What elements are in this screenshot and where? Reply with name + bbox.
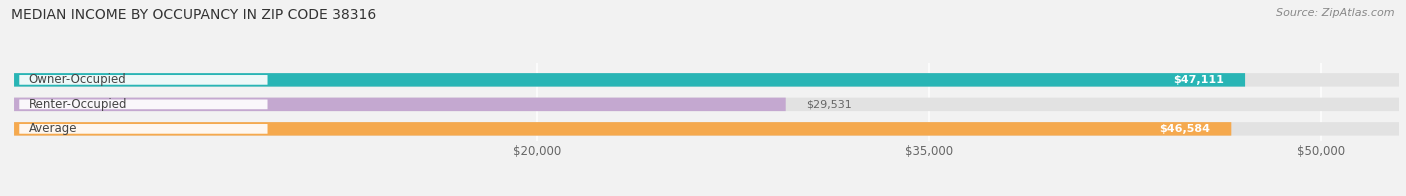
Text: $46,584: $46,584 xyxy=(1160,124,1211,134)
Text: MEDIAN INCOME BY OCCUPANCY IN ZIP CODE 38316: MEDIAN INCOME BY OCCUPANCY IN ZIP CODE 3… xyxy=(11,8,377,22)
Text: Owner-Occupied: Owner-Occupied xyxy=(28,73,127,86)
FancyBboxPatch shape xyxy=(14,73,1246,87)
FancyBboxPatch shape xyxy=(14,73,1399,87)
FancyBboxPatch shape xyxy=(14,98,786,111)
Text: Average: Average xyxy=(28,122,77,135)
Text: $29,531: $29,531 xyxy=(807,99,852,109)
Text: $47,111: $47,111 xyxy=(1174,75,1225,85)
Text: Source: ZipAtlas.com: Source: ZipAtlas.com xyxy=(1277,8,1395,18)
FancyBboxPatch shape xyxy=(14,98,1399,111)
FancyBboxPatch shape xyxy=(20,100,267,109)
FancyBboxPatch shape xyxy=(20,75,267,85)
FancyBboxPatch shape xyxy=(20,124,267,134)
FancyBboxPatch shape xyxy=(14,122,1232,136)
FancyBboxPatch shape xyxy=(14,122,1399,136)
Text: Renter-Occupied: Renter-Occupied xyxy=(28,98,127,111)
